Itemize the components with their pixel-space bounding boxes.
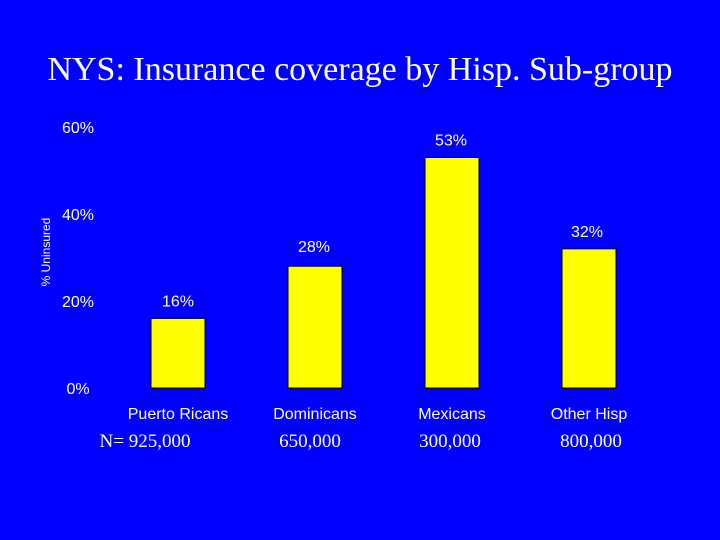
bars — [150, 156, 617, 389]
category-label: Mexicans — [418, 406, 486, 423]
value-label: 28% — [298, 239, 330, 256]
category-label: Dominicans — [273, 406, 357, 423]
value-label: 16% — [162, 293, 194, 310]
category-label: Other Hisp — [551, 406, 628, 423]
y-axis-label-group: % Uninsured — [39, 218, 53, 287]
bar-other-hisp — [561, 248, 617, 389]
n-label-dominicans: 650,000 — [279, 431, 341, 452]
bar-puerto-ricans — [150, 317, 206, 389]
y-tick-label: 40% — [62, 207, 94, 224]
n-label-other-hisp: 800,000 — [560, 431, 622, 452]
slide-title: NYS: Insurance coverage by Hisp. Sub-gro… — [47, 51, 673, 88]
bar-mexicans — [424, 156, 480, 389]
y-tick-label: 60% — [62, 120, 94, 137]
bar-dominicans — [287, 265, 343, 389]
y-tick-label: 20% — [62, 294, 94, 311]
value-label: 32% — [571, 224, 603, 241]
y-axis-title: % Uninsured — [39, 218, 53, 287]
n-label-mexicans: 300,000 — [419, 431, 481, 452]
value-labels: 16% 28% 53% 32% — [162, 132, 603, 310]
y-tick-label: 0% — [66, 381, 89, 398]
y-tick-labels: 0% 20% 40% 60% — [62, 120, 94, 398]
n-label-puerto-ricans: N= 925,000 — [99, 431, 191, 452]
category-label: Puerto Ricans — [128, 406, 229, 423]
category-labels: Puerto Ricans Dominicans Mexicans Other His… — [128, 406, 628, 423]
value-label: 53% — [435, 132, 467, 149]
